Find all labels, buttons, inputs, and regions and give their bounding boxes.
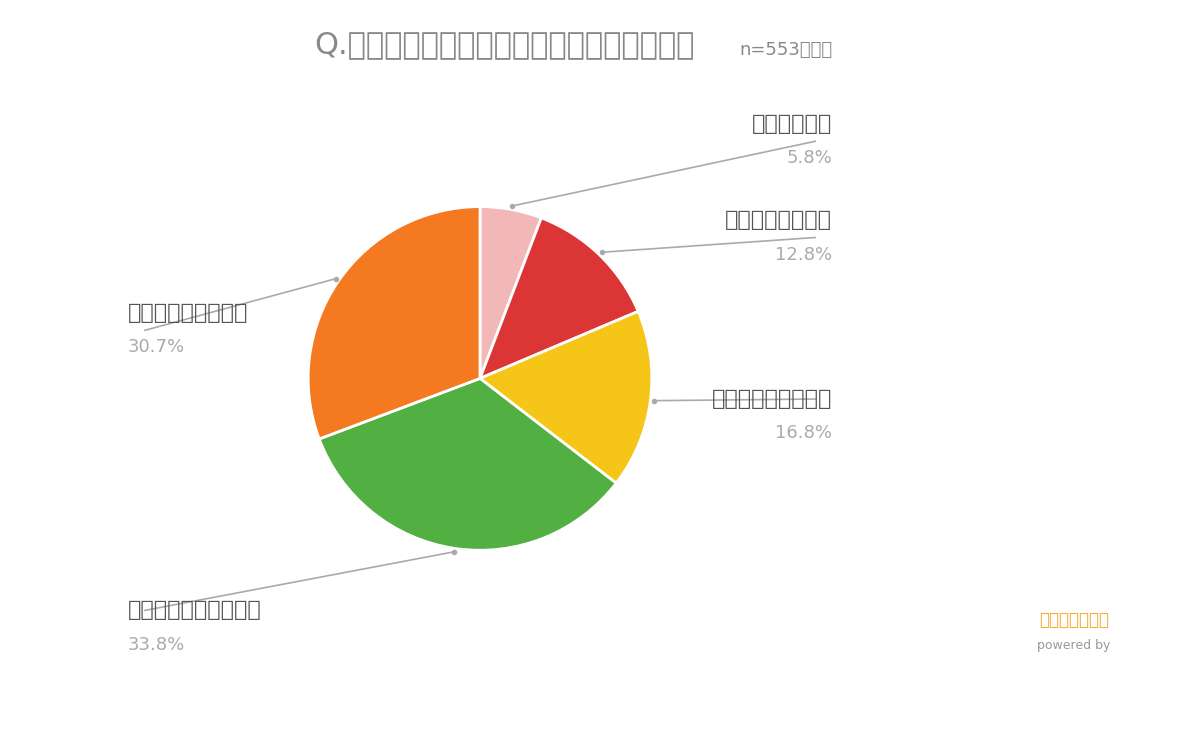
Text: 16.8%: 16.8% <box>775 424 833 442</box>
Wedge shape <box>480 218 638 378</box>
Text: 幸せおうち計画: 幸せおうち計画 <box>1039 611 1109 628</box>
Text: Q.あなたは現在の年収に満足していますか？: Q.あなたは現在の年収に満足していますか？ <box>314 30 694 59</box>
Wedge shape <box>308 206 480 439</box>
Text: 満足している: 満足している <box>752 114 833 134</box>
Text: 33.8%: 33.8% <box>127 636 185 654</box>
Text: n=553（人）: n=553（人） <box>739 41 833 59</box>
Wedge shape <box>480 312 652 483</box>
Text: あまり満足していない: あまり満足していない <box>127 600 262 620</box>
Text: 12.8%: 12.8% <box>775 246 833 263</box>
Text: AZWAY: AZWAY <box>1044 661 1105 676</box>
Text: 全く満足していない: 全く満足していない <box>127 303 248 323</box>
Wedge shape <box>319 378 616 551</box>
Text: powered by: powered by <box>1037 639 1111 652</box>
Text: 30.7%: 30.7% <box>127 338 185 356</box>
Text: 5.8%: 5.8% <box>786 149 833 168</box>
Text: やや満足している: やや満足している <box>725 210 833 230</box>
Wedge shape <box>480 206 541 378</box>
Text: どちらともいえない: どちらともいえない <box>712 389 833 409</box>
